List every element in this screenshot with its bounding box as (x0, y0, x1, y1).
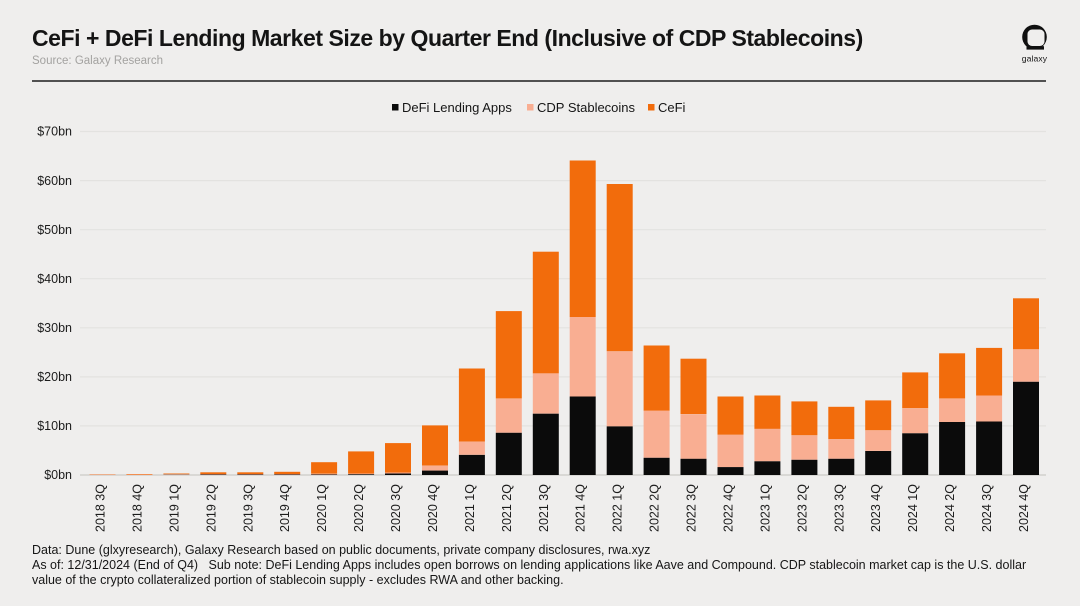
svg-text:2024 2Q: 2024 2Q (943, 484, 957, 532)
svg-text:2023 4Q: 2023 4Q (869, 484, 883, 532)
svg-text:$20bn: $20bn (37, 370, 72, 384)
svg-text:$60bn: $60bn (37, 174, 72, 188)
svg-text:2023 2Q: 2023 2Q (795, 484, 809, 532)
svg-text:CDP Stablecoins: CDP Stablecoins (537, 100, 636, 115)
svg-text:2021 2Q: 2021 2Q (500, 484, 514, 532)
svg-text:2019 3Q: 2019 3Q (241, 484, 255, 532)
svg-text:2021 1Q: 2021 1Q (463, 484, 477, 532)
svg-text:2019 4Q: 2019 4Q (278, 484, 292, 532)
svg-text:$10bn: $10bn (37, 419, 72, 433)
svg-text:galaxy: galaxy (1022, 54, 1048, 64)
svg-text:$70bn: $70bn (37, 125, 72, 139)
svg-text:2023 1Q: 2023 1Q (758, 484, 772, 532)
svg-text:2022 2Q: 2022 2Q (648, 484, 662, 532)
svg-text:2018 4Q: 2018 4Q (130, 484, 144, 532)
svg-text:$40bn: $40bn (37, 272, 72, 286)
svg-text:CeFi: CeFi (658, 100, 686, 115)
svg-text:$0bn: $0bn (44, 468, 72, 482)
svg-text:$50bn: $50bn (37, 223, 72, 237)
svg-text:2024 3Q: 2024 3Q (980, 484, 994, 532)
svg-text:2020 2Q: 2020 2Q (352, 484, 366, 532)
svg-text:2020 1Q: 2020 1Q (315, 484, 329, 532)
svg-text:2019 2Q: 2019 2Q (204, 484, 218, 532)
svg-text:$30bn: $30bn (37, 321, 72, 335)
svg-text:2022 1Q: 2022 1Q (611, 484, 625, 532)
svg-text:DeFi Lending Apps: DeFi Lending Apps (402, 100, 512, 115)
svg-text:2021 3Q: 2021 3Q (537, 484, 551, 532)
svg-text:2019 1Q: 2019 1Q (167, 484, 181, 532)
svg-text:2022 3Q: 2022 3Q (685, 484, 699, 532)
svg-text:2021 4Q: 2021 4Q (574, 484, 588, 532)
svg-text:2022 4Q: 2022 4Q (722, 484, 736, 532)
svg-text:2024 1Q: 2024 1Q (906, 484, 920, 532)
svg-text:2020 4Q: 2020 4Q (426, 484, 440, 532)
svg-text:2023 3Q: 2023 3Q (832, 484, 846, 532)
svg-text:2018 3Q: 2018 3Q (94, 484, 108, 532)
svg-text:2024 4Q: 2024 4Q (1017, 484, 1031, 532)
svg-text:2020 3Q: 2020 3Q (389, 484, 403, 532)
